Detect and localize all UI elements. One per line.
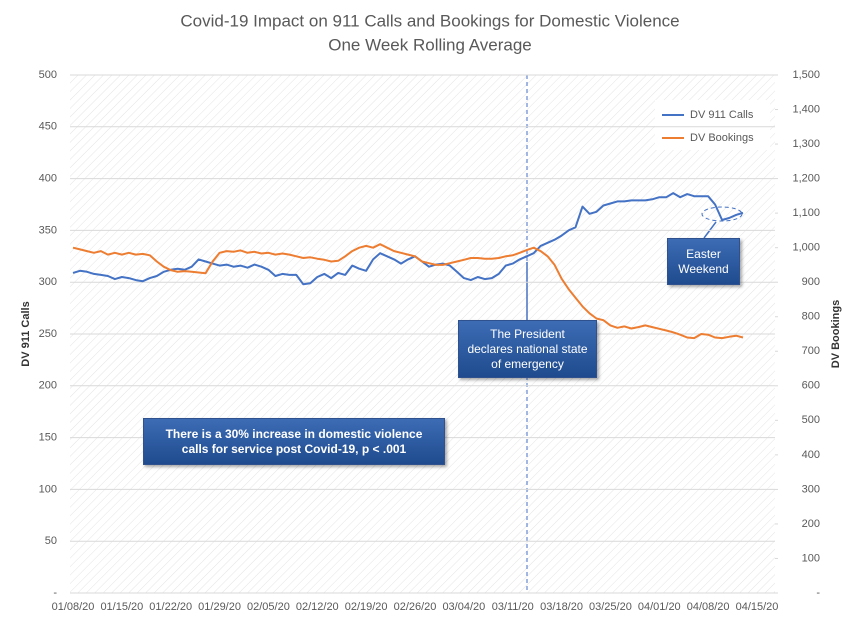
x-tick-label: 04/08/20 [687, 601, 730, 613]
y-tick-label: 350 [39, 224, 57, 236]
y2-tick-label: 700 [802, 345, 820, 357]
x-tick-label: 03/04/20 [442, 601, 485, 613]
y2-tick-label: 500 [802, 414, 820, 426]
x-tick-label: 04/15/20 [736, 601, 779, 613]
y-tick-label: 150 [39, 432, 57, 444]
legend [655, 100, 770, 150]
y-axis-title: DV 911 Calls [20, 301, 32, 366]
x-tick-label: 01/08/20 [52, 601, 95, 613]
x-tick-label: 02/26/20 [394, 601, 437, 613]
y2-tick-label: - [816, 587, 820, 599]
chart-title: Covid-19 Impact on 911 Calls and Booking… [180, 11, 679, 30]
annotation: Easter Weekend [667, 238, 740, 285]
line-series [72, 243, 744, 340]
y2-tick-label: 1,000 [792, 242, 820, 254]
x-tick-label: 01/29/20 [198, 601, 241, 613]
y-tick-label: 500 [39, 69, 57, 81]
y2-axis-title: DV Bookings [830, 300, 842, 368]
y-tick-label: 50 [45, 535, 57, 547]
y-tick-label: 400 [39, 173, 57, 185]
y-tick-label: 250 [39, 328, 57, 340]
x-tick-label: 01/15/20 [100, 601, 143, 613]
y2-tick-label: 200 [802, 518, 820, 530]
y2-tick-label: 300 [802, 483, 820, 495]
x-tick-label: 02/19/20 [345, 601, 388, 613]
annotation: There is a 30% increase in domestic viol… [143, 418, 445, 465]
x-tick-label: 03/25/20 [589, 601, 632, 613]
legend-label: DV 911 Calls [690, 109, 754, 121]
y-tick-label: 300 [39, 276, 57, 288]
y2-tick-label: 1,200 [792, 173, 820, 185]
y2-tick-label: 900 [802, 276, 820, 288]
y2-tick-label: 600 [802, 380, 820, 392]
y-tick-label: 100 [39, 483, 57, 495]
x-tick-label: 03/18/20 [540, 601, 583, 613]
y2-tick-label: 1,400 [792, 103, 820, 115]
x-tick-label: 02/05/20 [247, 601, 290, 613]
y2-tick-label: 1,100 [792, 207, 820, 219]
x-tick-label: 03/11/20 [492, 601, 534, 613]
y2-tick-label: 400 [802, 449, 820, 461]
y2-tick-label: 1,300 [792, 138, 820, 150]
y-tick-label: 450 [39, 121, 57, 133]
x-tick-label: 02/12/20 [296, 601, 339, 613]
line-series [72, 192, 744, 286]
chart-subtitle: One Week Rolling Average [328, 35, 532, 54]
y2-tick-label: 1,500 [792, 69, 820, 81]
legend-label: DV Bookings [690, 132, 754, 144]
annotation: The President declares national state of… [458, 320, 597, 378]
y-tick-label: 200 [39, 380, 57, 392]
x-tick-label: 04/01/20 [638, 601, 681, 613]
x-tick-label: 01/22/20 [149, 601, 192, 613]
y2-tick-label: 800 [802, 311, 820, 323]
y2-tick-label: 100 [802, 552, 820, 564]
y-tick-label: - [53, 587, 57, 599]
